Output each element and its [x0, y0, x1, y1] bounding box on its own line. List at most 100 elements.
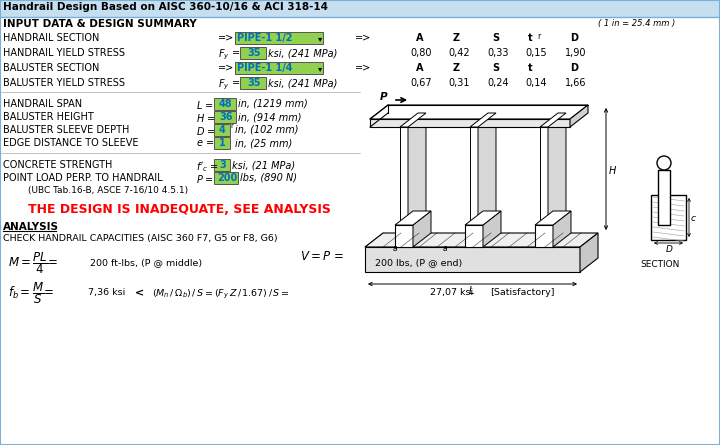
Text: S: S	[492, 33, 499, 43]
Polygon shape	[535, 211, 571, 225]
Text: PIPE-1 1/4: PIPE-1 1/4	[237, 63, 292, 73]
Text: $M = \dfrac{PL}{4}$=: $M = \dfrac{PL}{4}$=	[8, 250, 58, 276]
Text: ▾: ▾	[318, 34, 323, 43]
Text: A: A	[416, 33, 423, 43]
Text: 27,07 ksi: 27,07 ksi	[430, 288, 473, 297]
Bar	[240, 47, 266, 59]
Bar	[0, 0, 720, 17]
Text: in, (1219 mm): in, (1219 mm)	[238, 99, 307, 109]
Bar	[235, 62, 323, 74]
Text: $H$ =: $H$ =	[196, 112, 215, 124]
Text: r: r	[537, 32, 540, 41]
Text: 200: 200	[217, 173, 238, 183]
Polygon shape	[535, 225, 553, 247]
Text: A: A	[416, 63, 423, 73]
Polygon shape	[400, 127, 408, 247]
Text: Handrail Design Based on AISC 360-10/16 & ACI 318-14: Handrail Design Based on AISC 360-10/16 …	[3, 2, 328, 12]
Polygon shape	[370, 119, 570, 127]
Text: H: H	[609, 166, 616, 176]
Text: 0,15: 0,15	[525, 48, 546, 58]
Text: Z: Z	[453, 63, 460, 73]
Text: S: S	[492, 63, 499, 73]
Text: CONCRETE STRENGTH: CONCRETE STRENGTH	[3, 160, 112, 170]
Text: 0,80: 0,80	[410, 48, 431, 58]
Polygon shape	[580, 233, 598, 272]
Text: 0,67: 0,67	[410, 78, 431, 88]
Text: $F_y$: $F_y$	[218, 48, 230, 62]
Bar	[214, 124, 230, 136]
Polygon shape	[413, 211, 431, 247]
Bar	[651, 195, 686, 240]
Text: SECTION: SECTION	[640, 260, 680, 269]
Text: BALUSTER SLEEVE DEPTH: BALUSTER SLEEVE DEPTH	[3, 125, 130, 135]
Text: =: =	[232, 48, 240, 58]
Text: a: a	[393, 244, 397, 253]
Text: =>: =>	[355, 33, 372, 43]
Text: 4: 4	[219, 125, 226, 135]
Text: 1: 1	[219, 138, 226, 148]
Polygon shape	[540, 113, 566, 127]
Bar	[214, 172, 238, 184]
Text: P: P	[380, 92, 387, 102]
Text: INPUT DATA & DESIGN SUMMARY: INPUT DATA & DESIGN SUMMARY	[3, 19, 197, 29]
Text: =>: =>	[355, 63, 372, 73]
Circle shape	[657, 156, 671, 170]
Text: t: t	[528, 33, 533, 43]
Text: HANDRAIL SPAN: HANDRAIL SPAN	[3, 99, 82, 109]
Text: t: t	[528, 63, 533, 73]
Text: D: D	[666, 245, 673, 254]
Text: (UBC Tab.16-B, ASCE 7-16/10 4.5.1): (UBC Tab.16-B, ASCE 7-16/10 4.5.1)	[28, 186, 188, 195]
Polygon shape	[365, 233, 598, 247]
Text: $F_y$: $F_y$	[218, 78, 230, 93]
Polygon shape	[548, 113, 566, 247]
Text: in, (25 mm): in, (25 mm)	[235, 138, 292, 148]
Polygon shape	[478, 113, 496, 247]
Text: =>: =>	[218, 63, 234, 73]
Text: POINT LOAD PERP. TO HANDRAIL: POINT LOAD PERP. TO HANDRAIL	[3, 173, 163, 183]
Polygon shape	[400, 113, 426, 127]
Text: =: =	[232, 78, 240, 88]
Text: HANDRAIL SECTION: HANDRAIL SECTION	[3, 33, 99, 43]
Text: ksi, (241 MPa): ksi, (241 MPa)	[268, 78, 338, 88]
Text: Z: Z	[453, 33, 460, 43]
Polygon shape	[553, 211, 571, 247]
Polygon shape	[395, 225, 413, 247]
Text: PIPE-1 1/2: PIPE-1 1/2	[237, 33, 292, 43]
Text: $(M_n\,/\,\Omega_b)\,/\,S = (F_y\,Z\,/\,1.67)\,/\,S =$: $(M_n\,/\,\Omega_b)\,/\,S = (F_y\,Z\,/\,…	[152, 288, 290, 301]
Text: ▾: ▾	[318, 64, 323, 73]
Bar	[214, 98, 236, 110]
Text: $D$ =: $D$ =	[196, 125, 216, 137]
Text: 0,33: 0,33	[487, 48, 508, 58]
Text: BALUSTER HEIGHT: BALUSTER HEIGHT	[3, 112, 94, 122]
Text: [Satisfactory]: [Satisfactory]	[490, 288, 554, 297]
Text: <: <	[135, 288, 144, 298]
Text: 1,90: 1,90	[565, 48, 587, 58]
Bar	[214, 111, 236, 123]
Polygon shape	[408, 113, 426, 247]
Polygon shape	[470, 113, 496, 127]
Text: =>: =>	[218, 33, 234, 43]
Text: in, (914 mm): in, (914 mm)	[238, 112, 302, 122]
Text: D: D	[570, 33, 578, 43]
Text: L: L	[469, 286, 474, 296]
Text: $f_b = \dfrac{M}{S}$=: $f_b = \dfrac{M}{S}$=	[8, 280, 55, 306]
Polygon shape	[570, 105, 588, 127]
Text: $f'_c$ =: $f'_c$ =	[196, 160, 219, 174]
Polygon shape	[540, 127, 548, 247]
Bar	[214, 159, 230, 171]
Text: ksi, (21 MPa): ksi, (21 MPa)	[232, 160, 295, 170]
Polygon shape	[465, 225, 483, 247]
Text: 7,36 ksi: 7,36 ksi	[88, 288, 125, 297]
Polygon shape	[370, 105, 588, 119]
Text: 200 lbs, (P @ end): 200 lbs, (P @ end)	[375, 258, 462, 267]
Text: 35: 35	[247, 78, 261, 88]
Polygon shape	[465, 211, 501, 225]
Text: 1,66: 1,66	[565, 78, 587, 88]
Bar	[235, 32, 323, 44]
Text: c: c	[691, 214, 696, 223]
Bar	[240, 77, 266, 89]
Text: a: a	[443, 244, 448, 253]
Text: ksi, (241 MPa): ksi, (241 MPa)	[268, 48, 338, 58]
Text: THE DESIGN IS INADEQUATE, SEE ANALYSIS: THE DESIGN IS INADEQUATE, SEE ANALYSIS	[28, 203, 331, 216]
Text: BALUSTER SECTION: BALUSTER SECTION	[3, 63, 99, 73]
